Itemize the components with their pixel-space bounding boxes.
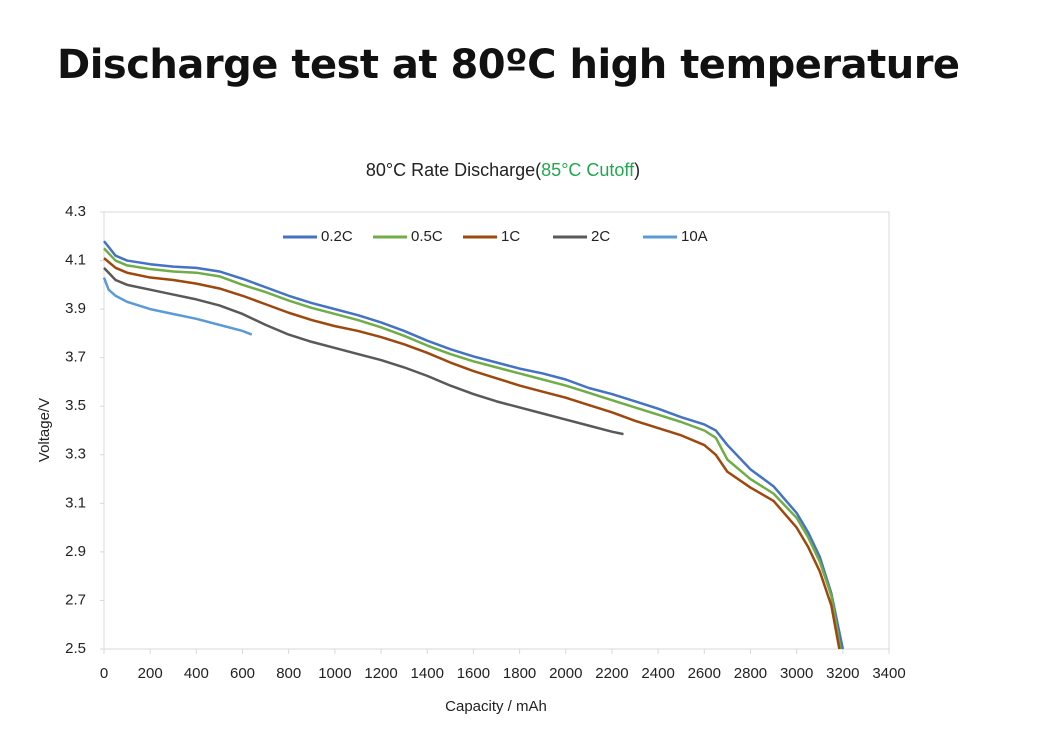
y-tick-label: 3.5 — [65, 397, 86, 414]
y-tick-label: 2.9 — [65, 543, 86, 560]
x-tick-label: 2200 — [595, 665, 628, 682]
title-part: 85°C Cutoff — [541, 160, 635, 180]
x-tick-label: 1400 — [411, 665, 444, 682]
title-part: ) — [634, 160, 640, 180]
x-tick-label: 3000 — [780, 665, 813, 682]
x-tick-label: 1200 — [364, 665, 397, 682]
legend-label: 0.2C — [321, 228, 353, 245]
chart-title: 80°C Rate Discharge(85°C Cutoff) — [366, 160, 640, 180]
title-part: 80°C Rate Discharge( — [366, 160, 541, 180]
legend-label: 1C — [501, 228, 520, 245]
x-tick-label: 2800 — [734, 665, 767, 682]
x-tick-label: 3400 — [872, 665, 905, 682]
y-tick-label: 4.1 — [65, 252, 86, 269]
legend-label: 10A — [681, 228, 708, 245]
y-tick-label: 2.7 — [65, 591, 86, 608]
x-tick-label: 1000 — [318, 665, 351, 682]
series-line — [103, 257, 841, 650]
legend-label: 2C — [591, 228, 610, 245]
x-axis-label: Capacity / mAh — [445, 698, 547, 715]
y-tick-label: 4.3 — [65, 203, 86, 220]
x-tick-label: 2400 — [641, 665, 674, 682]
x-tick-label: 2600 — [688, 665, 721, 682]
plot-area — [103, 211, 890, 650]
x-tick-label: 800 — [276, 665, 301, 682]
series-line — [102, 277, 253, 336]
x-tick-label: 1600 — [457, 665, 490, 682]
y-axis-label: Voltage/V — [36, 398, 53, 462]
legend-label: 0.5C — [411, 228, 443, 245]
x-tick-label: 600 — [230, 665, 255, 682]
x-tick-label: 3200 — [826, 665, 859, 682]
x-tick-label: 0 — [100, 665, 108, 682]
x-tick-label: 1800 — [503, 665, 536, 682]
series-line — [103, 266, 624, 436]
page-title: Discharge test at 80ºC high temperature — [57, 42, 960, 88]
series-line — [103, 247, 842, 650]
y-tick-label: 3.1 — [65, 494, 86, 511]
y-tick-label: 3.3 — [65, 446, 86, 463]
series-line — [103, 240, 845, 650]
y-tick-label: 3.9 — [65, 300, 86, 317]
y-tick-label: 2.5 — [65, 640, 86, 657]
x-tick-label: 2000 — [549, 665, 582, 682]
x-tick-label: 200 — [138, 665, 163, 682]
y-tick-label: 3.7 — [65, 349, 86, 366]
x-tick-label: 400 — [184, 665, 209, 682]
